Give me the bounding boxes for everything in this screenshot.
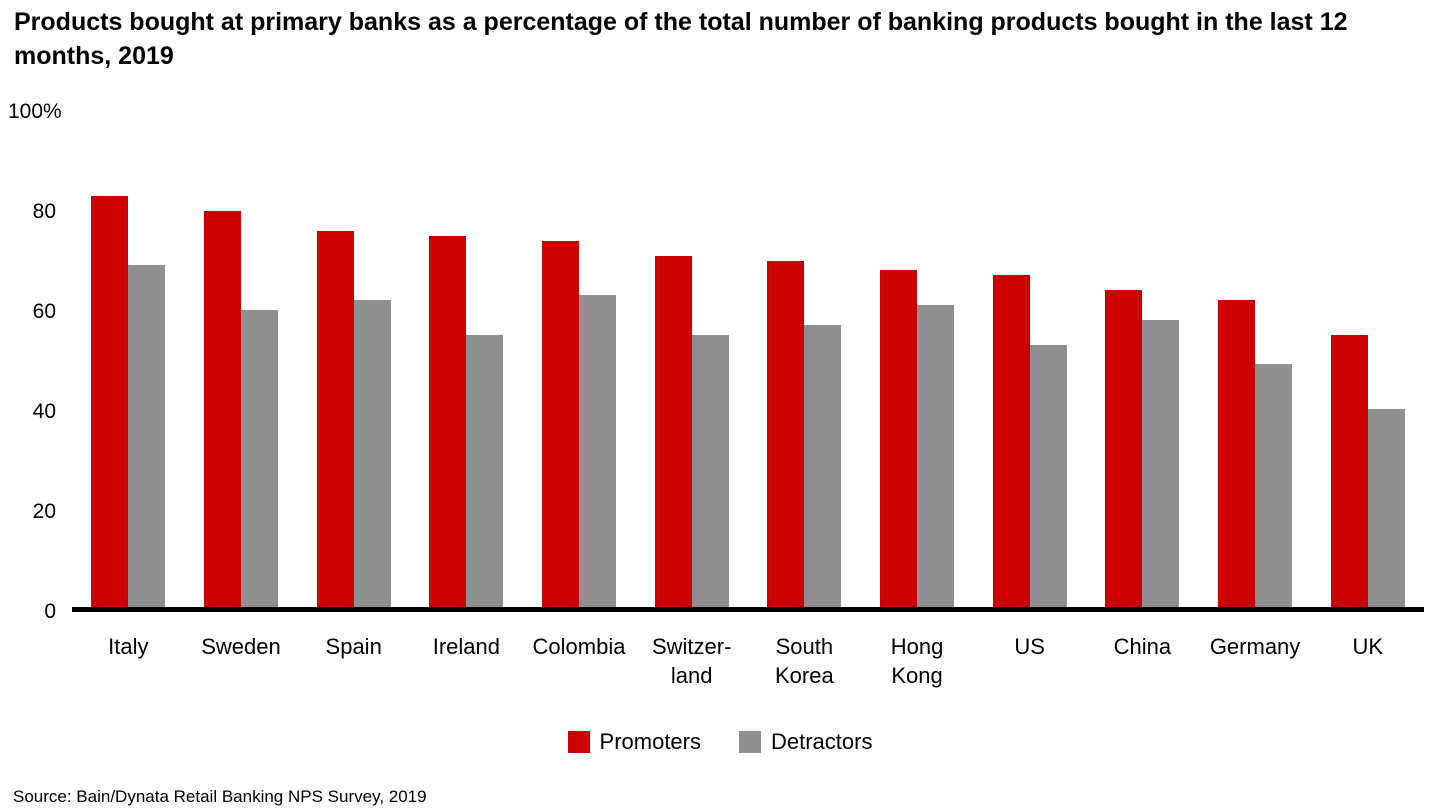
category-label: China [1113, 634, 1172, 659]
bar-group [1199, 112, 1312, 607]
bar-group [1086, 112, 1199, 607]
promoters-bar [1218, 300, 1256, 607]
promoters-bar [316, 230, 354, 607]
bar-group [410, 112, 523, 607]
category-label: Ireland [432, 634, 500, 659]
detractors-bar [917, 305, 955, 607]
promoters-bar [1330, 334, 1368, 607]
detractors-bar [1142, 319, 1180, 607]
promoters-bar [429, 235, 467, 607]
legend-item-promoters: Promoters [567, 729, 701, 755]
category-label: Hong Kong [890, 634, 944, 689]
detractors-bar [466, 334, 504, 607]
y-axis: 0 20 40 60 80 [0, 112, 56, 623]
detractors-bar [804, 324, 842, 607]
category-label: Italy [108, 634, 149, 659]
detractors-bar [691, 334, 729, 607]
bar-group [973, 112, 1086, 607]
y-axis-top-label: 100% [8, 100, 62, 123]
detractors-bar [241, 310, 278, 607]
promoters-bar [992, 275, 1030, 607]
bar-group [185, 112, 298, 607]
promoters-color-swatch [567, 731, 590, 753]
promoters-bar [204, 211, 241, 607]
y-tick-label: 40 [32, 400, 56, 423]
category-label: UK [1352, 634, 1383, 659]
detractors-bar [1255, 364, 1293, 607]
category-label: Germany [1209, 634, 1301, 659]
promoters-bar [1105, 290, 1143, 607]
detractors-color-swatch [739, 731, 761, 753]
y-tick-label: 80 [32, 200, 56, 223]
promoters-bar [880, 270, 918, 607]
bar-group [748, 112, 861, 607]
chart-title: Products bought at primary banks as a pe… [14, 8, 1348, 70]
detractors-bar [128, 265, 166, 607]
bar-group [297, 112, 410, 607]
legend-label: Promoters [599, 729, 701, 754]
detractors-bar [353, 300, 391, 607]
category-label: Switzer- land [651, 634, 732, 689]
promoters-bar [91, 196, 129, 607]
category-label: Colombia [532, 634, 626, 659]
category-label: Spain [325, 634, 382, 659]
detractors-bar [579, 295, 617, 607]
bar-group [72, 112, 185, 607]
source-note: Source: Bain/Dynata Retail Banking NPS S… [13, 787, 427, 806]
y-tick-label: 20 [32, 500, 56, 523]
bar-group [635, 112, 748, 607]
plot-area [72, 112, 1424, 612]
category-label: US [1014, 634, 1045, 659]
detractors-bar [1029, 344, 1067, 607]
promoters-bar [654, 255, 692, 607]
bar-group [523, 112, 636, 607]
legend-item-detractors: Detractors [739, 729, 872, 755]
y-tick-label: 0 [44, 600, 56, 623]
y-tick-label: 60 [32, 300, 56, 323]
category-label: South Korea [775, 634, 834, 689]
promoters-bar [767, 260, 805, 607]
bar-group [1311, 112, 1424, 607]
promoters-bar [542, 240, 580, 607]
bar-group [861, 112, 974, 607]
x-axis: Italy Sweden Spain Ireland Colombia Switzer- … [72, 632, 1424, 690]
category-label: Sweden [201, 634, 281, 659]
legend: Promoters Detractors [0, 729, 1440, 755]
legend-label: Detractors [771, 729, 873, 754]
detractors-bar [1367, 409, 1405, 607]
